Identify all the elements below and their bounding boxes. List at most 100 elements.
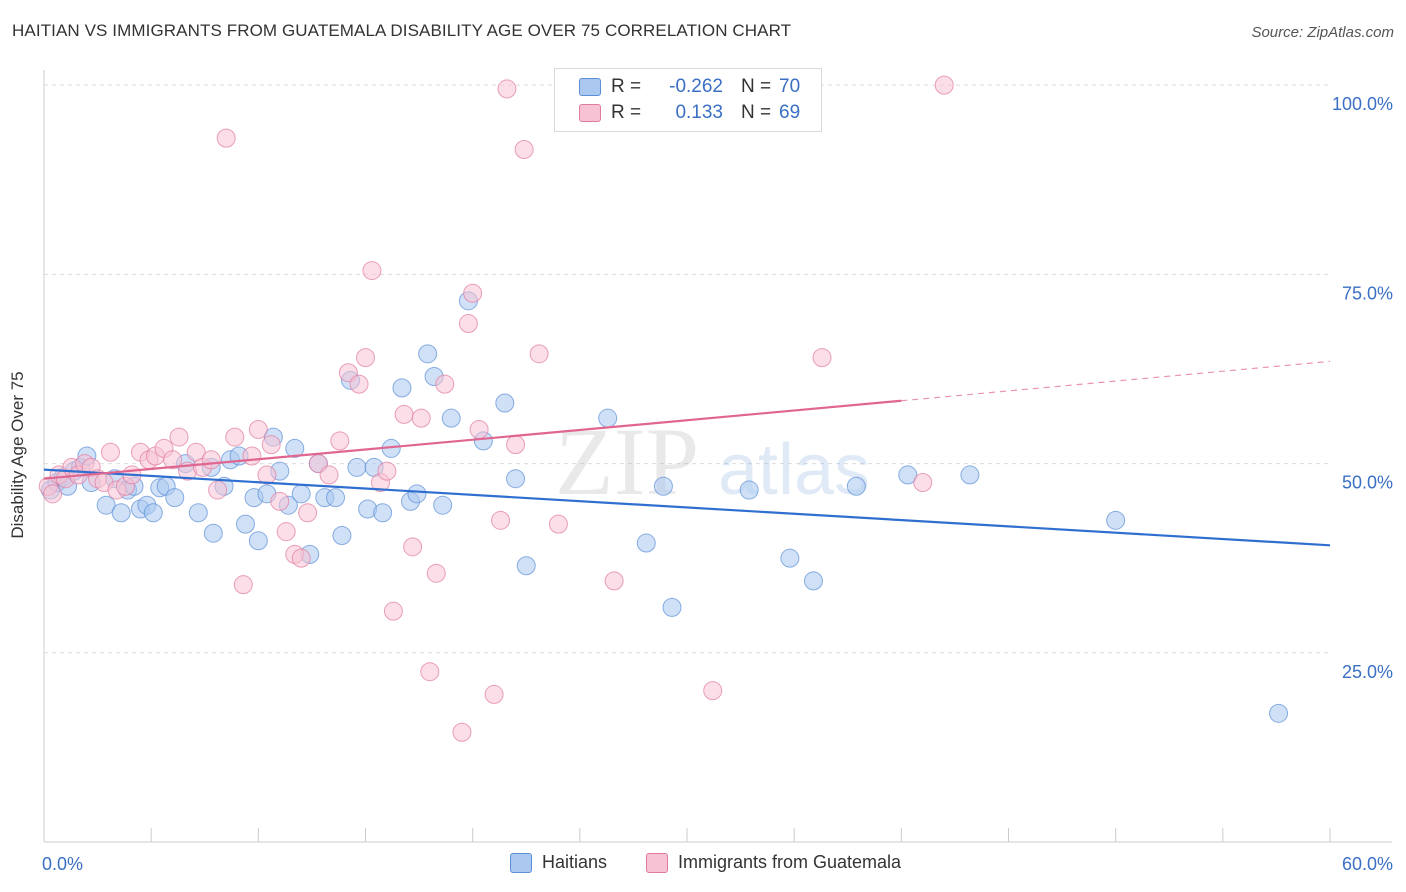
point-haitians [332,525,352,545]
n-value: 69 [779,102,801,123]
legend-label-guatemala: Immigrants from Guatemala [678,852,902,872]
point-guatemala [291,548,311,568]
x-tick-label: 0.0% [42,854,83,874]
n-label: N = [741,76,772,97]
point-haitians [441,408,461,428]
y-tick-label: 25.0% [1342,662,1393,682]
point-haitians [188,503,208,523]
point-guatemala [458,314,478,334]
watermark-zip: ZIP [555,408,699,515]
point-haitians [495,393,515,413]
y-axis-label: Disability Age Over 75 [8,371,27,539]
point-guatemala [420,662,440,682]
point-guatemala [261,435,281,455]
point-guatemala [43,484,63,504]
point-haitians [1269,703,1289,723]
point-guatemala [514,139,534,159]
point-guatemala [469,420,489,440]
legend-label-haitians: Haitians [542,852,608,872]
point-guatemala [169,427,189,447]
point-guatemala [216,128,236,148]
legend-row-guatemala: R = 0.133 N = 69 [579,101,800,125]
point-guatemala [383,601,403,621]
grid-lines [44,84,1330,654]
point-guatemala [548,514,568,534]
point-haitians [803,571,823,591]
point-haitians [392,378,412,398]
point-haitians [203,523,223,543]
legend-swatch-haitians [579,78,601,96]
point-haitians [433,495,453,515]
series-legend: Haitians Immigrants from Guatemala [0,852,1406,876]
point-haitians [662,597,682,617]
point-haitians [165,488,185,508]
y-tick-label: 50.0% [1342,473,1393,493]
point-guatemala [435,374,455,394]
point-guatemala [270,491,290,511]
trend-line-guatemala-extrapolated [901,360,1331,402]
point-guatemala [276,522,296,542]
point-guatemala [484,684,504,704]
point-guatemala [394,404,414,424]
point-haitians [235,514,255,534]
x-tick-label: 60.0% [1342,854,1393,874]
point-guatemala [362,261,382,281]
point-guatemala [426,563,446,583]
chart-title: HAITIAN VS IMMIGRANTS FROM GUATEMALA DIS… [12,21,792,40]
point-haitians [846,476,866,496]
point-guatemala [356,348,375,368]
scatter-points [38,75,1289,742]
point-guatemala [497,79,517,99]
n-value: 70 [779,76,801,97]
legend-item-guatemala[interactable]: Immigrants from Guatemala [646,852,901,873]
r-value: -0.262 [669,76,723,97]
point-guatemala [225,427,245,447]
point-haitians [111,503,131,523]
point-guatemala [201,450,221,470]
source-label: Source: ZipAtlas.com [1251,24,1394,41]
point-haitians [291,484,311,504]
legend-item-haitians[interactable]: Haitians [510,852,607,873]
watermark-atlas: atlas [718,430,870,510]
n-label: N = [741,102,772,123]
legend-swatch-haitians [510,852,532,873]
point-guatemala [319,465,339,485]
correlation-legend: R = -0.262 N = 70 R = 0.133 N = 69 [554,68,822,132]
point-guatemala [452,722,472,742]
point-guatemala [506,435,526,455]
point-haitians [347,457,367,477]
point-guatemala [100,442,120,462]
point-guatemala [257,465,277,485]
point-haitians [960,465,980,485]
point-haitians [653,476,673,496]
point-haitians [516,556,536,576]
point-guatemala [529,344,549,364]
r-label: R = [611,102,642,123]
trend-lines [43,360,1331,547]
point-haitians [143,503,163,523]
tick-labels: 25.0% 50.0% 75.0% 100.0% 0.0% 60.0% [42,94,1393,874]
point-guatemala [491,510,511,530]
point-guatemala [411,408,431,428]
point-guatemala [208,480,228,500]
y-tick-label: 75.0% [1342,283,1393,303]
point-guatemala [913,472,933,492]
point-guatemala [349,374,369,394]
point-haitians [373,503,393,523]
point-haitians [325,488,345,508]
y-tick-label: 100.0% [1332,94,1393,114]
point-guatemala [463,283,483,303]
point-guatemala [934,75,954,95]
point-haitians [248,531,268,551]
point-guatemala [403,537,423,557]
point-guatemala [163,450,183,470]
r-label: R = [611,76,642,97]
point-haitians [739,480,759,500]
point-guatemala [703,681,723,701]
point-haitians [407,484,427,504]
point-guatemala [812,348,832,368]
point-haitians [598,408,618,428]
point-guatemala [242,446,262,466]
point-haitians [636,533,656,553]
